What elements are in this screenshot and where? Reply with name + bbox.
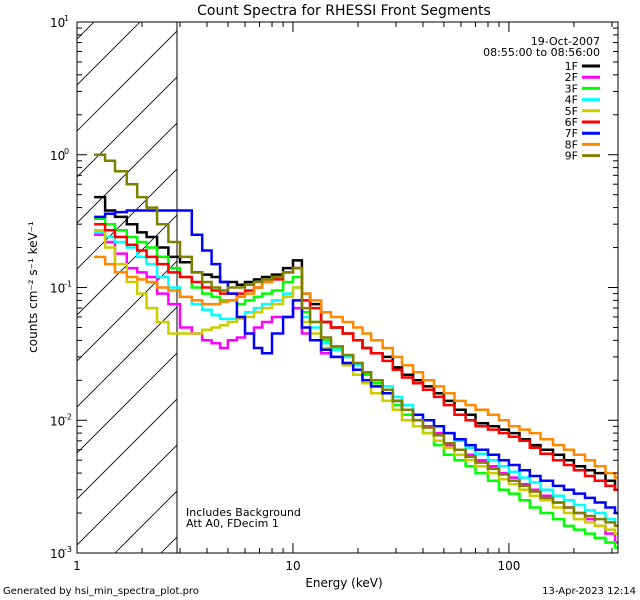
legend-label-9F: 9F: [565, 150, 578, 163]
series-line-5F: [94, 228, 618, 535]
series-line-8F: [94, 255, 618, 479]
attenuator-note: Att A0, FDecim 1: [186, 517, 279, 530]
legend-label-2F: 2F: [565, 71, 578, 84]
background-note: Includes Background: [186, 506, 301, 519]
series-line-9F: [94, 153, 618, 528]
series-line-7F: [94, 209, 618, 515]
chart-title: Count Spectra for RHESSI Front Segments: [197, 3, 491, 19]
excluded-energy-hatch: [77, 22, 177, 553]
y-tick-label: 10: [50, 282, 65, 296]
hatch-line: [77, 260, 177, 362]
x-axis-label: Energy (keV): [305, 576, 382, 590]
legend-label-4F: 4F: [565, 94, 578, 107]
plot-timestamp-footer: 13-Apr-2023 12:14: [542, 586, 636, 597]
hatch-line: [77, 214, 177, 316]
spectra-series: [94, 153, 618, 549]
y-tick-exponent: 0: [64, 147, 69, 156]
x-axis-ticks: 1 10 100: [73, 22, 613, 573]
y-axis-label: counts cm⁻² s⁻¹ keV⁻¹: [26, 221, 40, 353]
y-tick-exponent: 1: [64, 14, 69, 23]
y-tick-label: 10: [50, 547, 65, 561]
generated-by-footer: Generated by hsi_min_spectra_plot.pro: [3, 586, 199, 597]
series-line-2F: [94, 233, 618, 544]
time-range-annotation: 08:55:00 to 08:56:00: [483, 46, 600, 59]
y-tick-label: 10: [50, 414, 65, 428]
y-tick-exponent: -1: [64, 280, 72, 289]
hatch-line: [77, 398, 177, 500]
legend-label-5F: 5F: [565, 105, 578, 118]
date-annotation: 19-Oct-2007: [531, 35, 600, 48]
hatch-line: [77, 30, 177, 132]
legend-label-7F: 7F: [565, 127, 578, 140]
y-tick-label: 10: [50, 149, 65, 163]
hatch-line: [77, 444, 177, 546]
y-tick-label: 10: [50, 16, 65, 30]
x-tick-label: 1: [73, 559, 81, 573]
hatch-line: [77, 76, 177, 178]
x-tick-label: 10: [285, 559, 300, 573]
legend-label-1F: 1F: [565, 60, 578, 73]
x-tick-label: 100: [497, 559, 520, 573]
legend-label-6F: 6F: [565, 116, 578, 129]
y-tick-exponent: -2: [64, 412, 72, 421]
hatch-line: [77, 306, 177, 408]
series-line-6F: [94, 222, 618, 491]
legend-label-3F: 3F: [565, 82, 578, 95]
y-tick-exponent: -3: [64, 545, 72, 554]
hatch-line: [77, 22, 95, 40]
hatch-line: [114, 490, 177, 553]
legend-label-8F: 8F: [565, 138, 578, 151]
